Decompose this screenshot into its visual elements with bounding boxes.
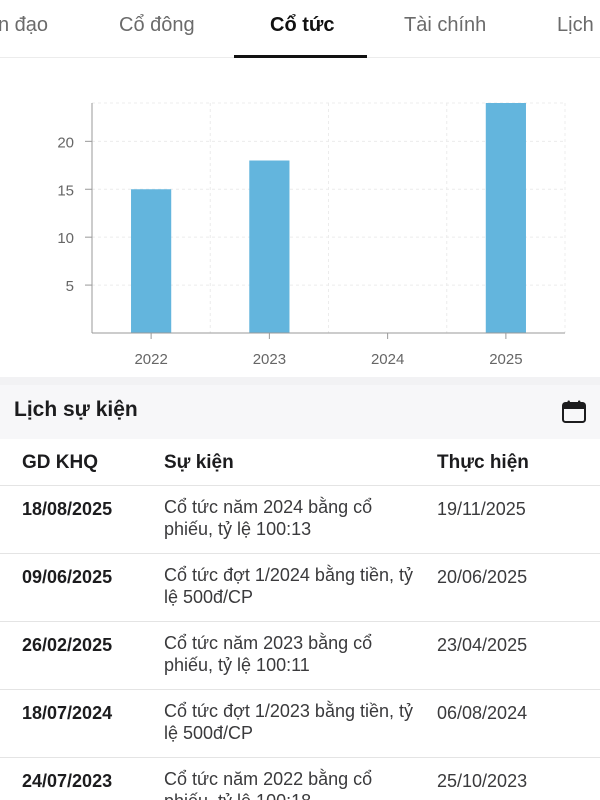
events-table-header: GD KHQ Sự kiện Thực hiện bbox=[0, 439, 600, 486]
events-title: Lịch sự kiện bbox=[14, 398, 138, 421]
events-header: Lịch sự kiện bbox=[0, 385, 600, 439]
tab-bar: n đạo Cổ đông Cổ tức Tài chính Lịch bbox=[0, 0, 600, 58]
bar-2022 bbox=[131, 189, 172, 333]
chart-axes: 5 10 15 20 2022 2023 2024 2025 bbox=[57, 103, 565, 368]
bar-2023 bbox=[249, 160, 290, 333]
row-event: Cổ tức đợt 1/2024 bằng tiền, tỷ lệ 500đ/… bbox=[164, 565, 414, 607]
row-execution-date: 06/08/2024 bbox=[437, 703, 528, 723]
row-event: Cổ tức đợt 1/2023 bằng tiền, tỷ lệ 500đ/… bbox=[164, 701, 414, 743]
row-ex-date: 18/07/2024 bbox=[22, 703, 113, 723]
row-ex-date: 09/06/2025 bbox=[22, 567, 113, 587]
table-row[interactable]: 26/02/2025 Cổ tức năm 2023 bằng cổ phiếu… bbox=[0, 622, 600, 690]
section-divider bbox=[0, 377, 600, 385]
row-ex-date: 26/02/2025 bbox=[22, 635, 113, 655]
active-tab-indicator bbox=[234, 55, 367, 58]
calendar-icon[interactable] bbox=[561, 399, 587, 425]
table-row[interactable]: 18/08/2025 Cổ tức năm 2024 bằng cổ phiếu… bbox=[0, 486, 600, 554]
y-tick-label: 5 bbox=[66, 278, 74, 295]
events-table-body: 18/08/2025 Cổ tức năm 2024 bằng cổ phiếu… bbox=[0, 486, 600, 800]
row-execution-date: 20/06/2025 bbox=[437, 567, 528, 587]
y-tick-label: 15 bbox=[57, 182, 74, 199]
row-execution-date: 19/11/2025 bbox=[437, 499, 526, 519]
y-tick-label: 20 bbox=[57, 134, 74, 151]
y-tick-label: 10 bbox=[57, 230, 74, 247]
row-ex-date: 24/07/2023 bbox=[22, 771, 113, 791]
table-row[interactable]: 18/07/2024 Cổ tức đợt 1/2023 bằng tiền, … bbox=[0, 690, 600, 758]
x-tick-label: 2023 bbox=[253, 351, 286, 368]
tab-co-tuc[interactable]: Cổ tức bbox=[270, 14, 335, 36]
bar-2025 bbox=[485, 103, 526, 333]
table-row[interactable]: 09/06/2025 Cổ tức đợt 1/2024 bằng tiền, … bbox=[0, 554, 600, 622]
x-tick-label: 2025 bbox=[489, 351, 522, 368]
tab-tai-chinh[interactable]: Tài chính bbox=[404, 14, 487, 36]
row-ex-date: 18/08/2025 bbox=[22, 499, 113, 519]
column-header-thuc-hien: Thực hiện bbox=[437, 452, 529, 473]
column-header-su-kien: Sự kiện bbox=[164, 452, 234, 473]
tab-lich[interactable]: Lịch bbox=[557, 14, 594, 36]
x-tick-label: 2022 bbox=[134, 351, 167, 368]
x-tick-label: 2024 bbox=[371, 351, 404, 368]
row-event: Cổ tức năm 2022 bằng cổ phiếu, tỷ lệ 100… bbox=[164, 769, 373, 800]
row-event: Cổ tức năm 2024 bằng cổ phiếu, tỷ lệ 100… bbox=[164, 497, 373, 539]
tab-ban-lanh-dao[interactable]: n đạo bbox=[0, 14, 49, 36]
dividend-bar-chart: 5 10 15 20 2022 2023 2024 2025 bbox=[57, 102, 566, 368]
tab-co-dong[interactable]: Cổ đông bbox=[119, 14, 195, 36]
chart-bars bbox=[131, 103, 526, 333]
row-execution-date: 25/10/2023 bbox=[437, 771, 528, 791]
dividend-chart: 5 10 15 20 2022 2023 2024 2025 bbox=[0, 59, 600, 377]
row-event: Cổ tức năm 2023 bằng cổ phiếu, tỷ lệ 100… bbox=[164, 633, 373, 675]
column-header-gd-khq: GD KHQ bbox=[22, 452, 98, 473]
row-execution-date: 23/04/2025 bbox=[437, 635, 528, 655]
table-row[interactable]: 24/07/2023 Cổ tức năm 2022 bằng cổ phiếu… bbox=[0, 758, 600, 800]
